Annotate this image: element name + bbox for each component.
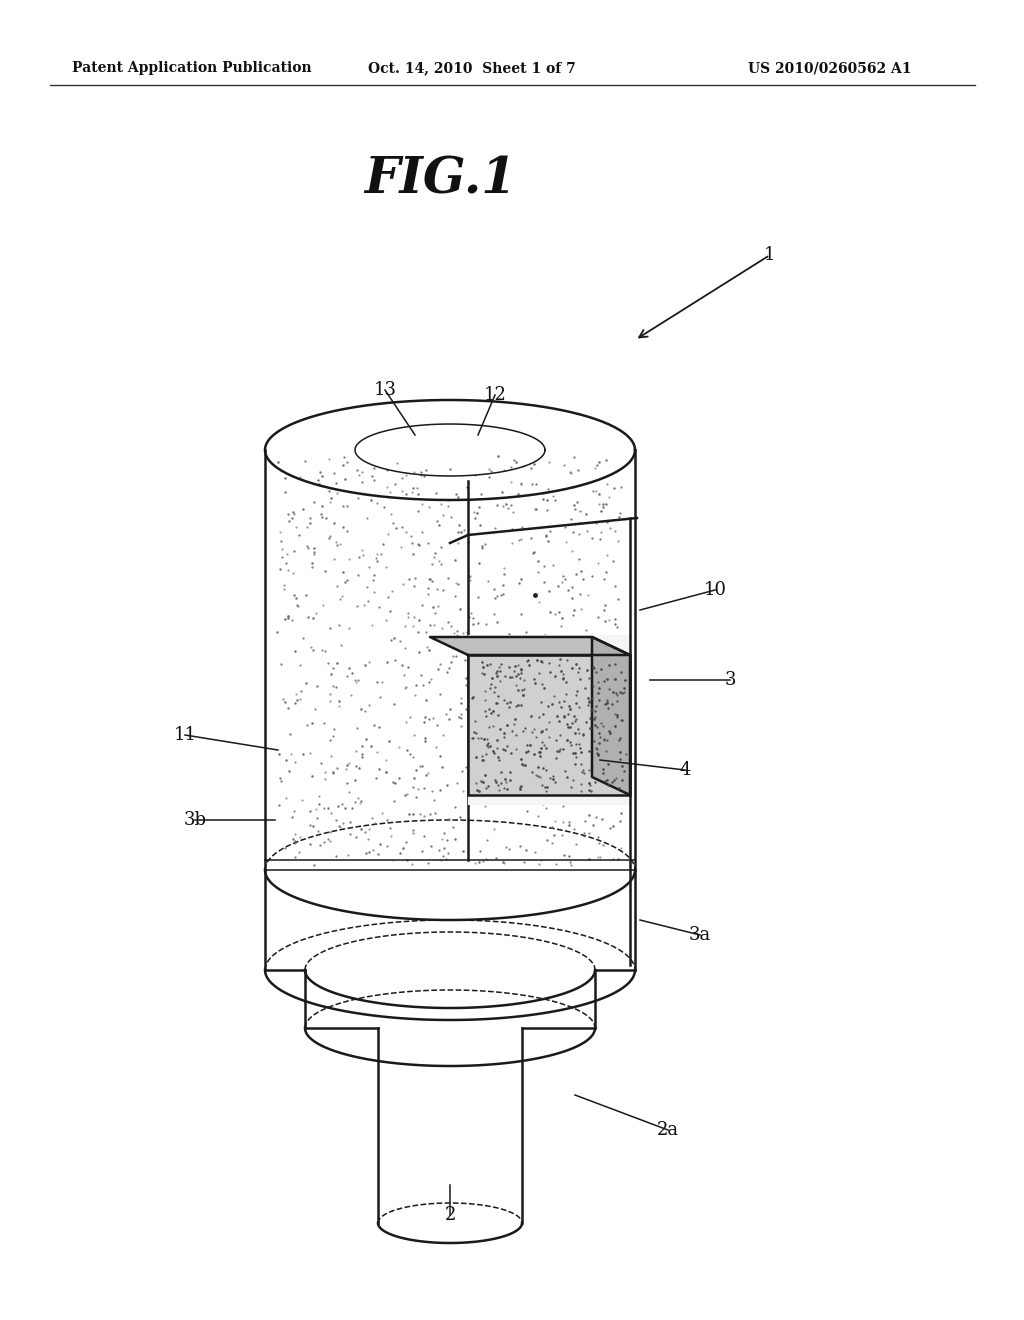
Text: FIG.1: FIG.1 [364,156,516,205]
Text: 13: 13 [374,381,396,399]
Polygon shape [430,638,630,655]
Text: 1: 1 [764,246,776,264]
Text: 3a: 3a [689,927,711,944]
Text: 10: 10 [703,581,726,599]
Bar [468,655,630,795]
Text: 2: 2 [444,1206,456,1224]
Text: 3: 3 [724,671,736,689]
Text: 4: 4 [679,762,690,779]
Text: 11: 11 [173,726,197,744]
Text: US 2010/0260562 A1: US 2010/0260562 A1 [748,61,911,75]
Text: 2a: 2a [657,1121,679,1139]
Text: Oct. 14, 2010  Sheet 1 of 7: Oct. 14, 2010 Sheet 1 of 7 [368,61,575,75]
Text: 3b: 3b [183,810,207,829]
Text: 12: 12 [483,385,507,404]
Text: Patent Application Publication: Patent Application Publication [72,61,311,75]
Bar [468,635,632,805]
Polygon shape [592,638,630,795]
